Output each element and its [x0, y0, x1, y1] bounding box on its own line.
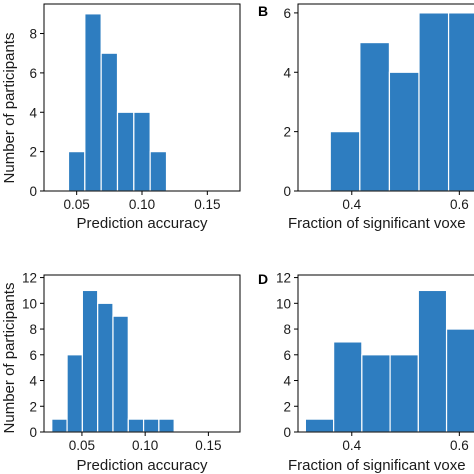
panel-a-xtick-label: 0.10	[129, 197, 155, 212]
panel-c-bar	[142, 418, 160, 433]
panel-d-bar	[304, 418, 335, 433]
panel-c-bars	[51, 289, 175, 433]
panel-c-ytick-label: 0	[29, 425, 37, 440]
panel-c-ytick-label: 10	[22, 296, 37, 311]
panel-a: 0 2 4 6 8 0.05 0.10 0.15 Prediction accuracy N…	[1, 3, 241, 232]
panel-c-ytick-label: 6	[29, 348, 37, 363]
panel-c: 0 2 4 6 8 10 12 0.05 0.10 0.15 Prediction accura…	[1, 271, 241, 474]
panel-a-xtick-label: 0.15	[194, 197, 220, 212]
panel-b-ytick-label: 4	[283, 65, 291, 80]
panel-b-bar	[388, 71, 420, 192]
panel-d-ytick-label: 10	[276, 296, 291, 311]
panel-a-ylabel: Number of participants	[1, 33, 18, 184]
panel-b-ytick-label: 2	[283, 125, 291, 140]
panel-b-bars	[329, 12, 474, 192]
panel-d-xtick-label: 0.6	[450, 438, 469, 453]
panel-c-xlabel: Prediction accuracy	[77, 457, 208, 474]
panel-b-xlabel: Fraction of significant voxe	[288, 215, 466, 232]
panel-d-xlabel: Fraction of significant voxe	[288, 457, 466, 474]
panel-a-yticks: 0 2 4 6 8	[29, 27, 44, 199]
panel-a-ytick-label: 6	[29, 66, 37, 81]
panel-b: B 0 2 4 6 0.4 0.6 Fraction of significant vo…	[258, 3, 474, 232]
panel-c-bar	[112, 315, 129, 433]
panel-d-ytick-label: 2	[283, 399, 291, 414]
panel-a-xticks: 0.05 0.10 0.15	[64, 191, 220, 212]
panel-b-ytick-label: 0	[283, 184, 291, 199]
panel-d-yticks: 0 2 4 6 8 10 12	[276, 271, 298, 440]
panel-d-xticks: 0.4 0.6	[342, 432, 469, 453]
panel-b-letter: B	[258, 3, 268, 19]
panel-b-bar	[418, 12, 450, 192]
panel-a-ytick-label: 8	[29, 27, 37, 42]
panel-d-bar	[389, 354, 419, 433]
panel-c-ytick-label: 12	[22, 271, 37, 286]
panel-a-bars	[67, 13, 168, 192]
panel-b-xtick-label: 0.4	[342, 197, 361, 212]
panel-c-xticks: 0.05 0.10 0.15	[69, 432, 222, 453]
panel-c-ytick-label: 8	[29, 322, 37, 337]
panel-c-bar	[158, 418, 175, 433]
panel-c-xtick-label: 0.15	[195, 438, 221, 453]
panel-c-bar	[127, 418, 145, 433]
panel-d-ytick-label: 4	[283, 374, 291, 389]
panel-b-xtick-label: 0.6	[450, 197, 469, 212]
panel-b-frame	[297, 3, 474, 192]
panel-a-xlabel: Prediction accuracy	[77, 215, 208, 232]
panel-a-ytick-label: 2	[29, 145, 37, 160]
panel-c-frame	[43, 274, 241, 433]
panel-a-bar	[116, 111, 135, 192]
panel-c-bar	[66, 354, 83, 433]
panel-c-bar	[81, 289, 99, 433]
panel-c-ytick-label: 2	[29, 399, 37, 414]
panel-d-ytick-label: 0	[283, 425, 291, 440]
panel-c-xtick-label: 0.10	[132, 438, 158, 453]
panel-d: D 0 2 4 6 8 10 12 0.4 0.6 Fraction of significa…	[258, 271, 474, 474]
panel-d-ytick-label: 6	[283, 348, 291, 363]
panel-a-ytick-label: 0	[29, 184, 37, 199]
panel-a-frame	[43, 3, 241, 192]
panel-d-frame	[297, 274, 474, 433]
panel-a-xtick-label: 0.05	[64, 197, 90, 212]
panel-a-bar	[149, 151, 168, 192]
panel-b-bar	[359, 41, 391, 192]
panel-a-bar	[67, 151, 86, 192]
panel-b-ytick-label: 6	[283, 6, 291, 21]
panel-b-bar	[329, 131, 361, 192]
panel-d-bars	[304, 289, 474, 433]
panel-c-yticks: 0 2 4 6 8 10 12	[22, 271, 44, 440]
panel-c-ytick-label: 4	[29, 374, 37, 389]
panel-d-ytick-label: 8	[283, 322, 291, 337]
panel-b-xticks: 0.4 0.6	[342, 191, 469, 212]
panel-d-bar	[361, 354, 391, 433]
panel-a-bar	[100, 52, 119, 192]
panel-a-ytick-label: 4	[29, 105, 37, 120]
panel-a-bar	[84, 13, 102, 192]
panel-d-letter: D	[258, 271, 268, 287]
panel-d-bar	[417, 289, 448, 433]
panel-d-bar	[333, 341, 363, 433]
panel-d-bar	[445, 328, 474, 433]
panel-c-bar	[97, 302, 114, 433]
panel-c-xtick-label: 0.05	[69, 438, 95, 453]
panel-c-ylabel: Number of participants	[1, 283, 18, 434]
panel-c-bar	[51, 418, 68, 433]
panel-b-bar	[447, 12, 474, 192]
panel-b-yticks: 0 2 4 6	[283, 6, 298, 199]
panel-d-xtick-label: 0.4	[342, 438, 361, 453]
panel-a-bar	[133, 111, 151, 192]
panel-d-ytick-label: 12	[276, 271, 291, 286]
